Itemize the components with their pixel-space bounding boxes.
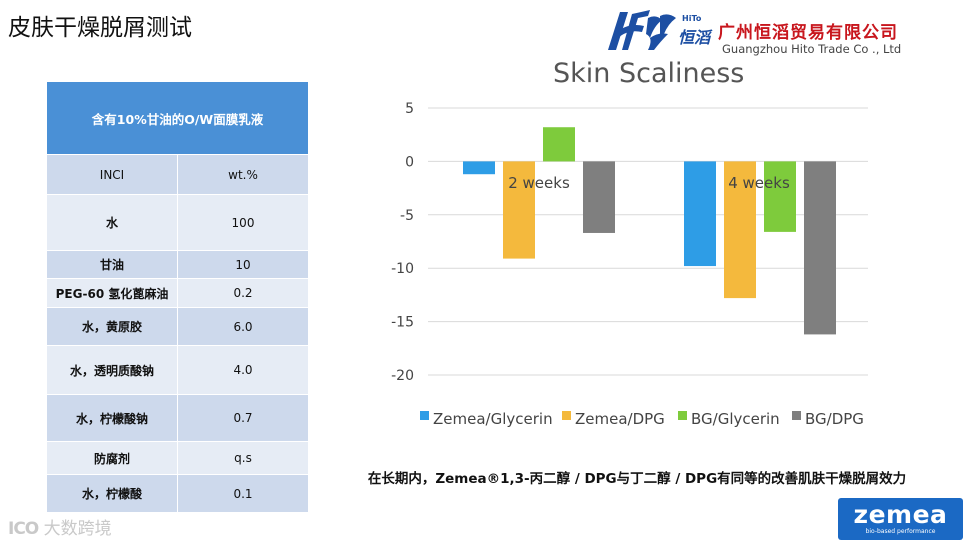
y-tick-label: 5 (405, 101, 414, 117)
y-tick-label: -10 (391, 261, 414, 277)
bar-zemea-glycerin (684, 161, 716, 267)
category-label: 4 weeks (728, 174, 790, 192)
table-header-row: 含有10%甘油的O/W面膜乳液 (46, 81, 309, 155)
zemea-logo: zemea bio-based performance (838, 498, 963, 540)
y-tick-label: -15 (391, 315, 414, 331)
watermark-icon: ICO (8, 519, 39, 539)
table-cell-inci: 水，柠檬酸 (46, 474, 178, 513)
table-cell-inci: 水，柠檬酸钠 (46, 394, 178, 442)
table-cell-inci: 防腐剂 (46, 441, 178, 475)
caption: 在长期内，Zemea®1,3-丙二醇 / DPG与丁二醇 / DPG有同等的改善… (367, 471, 907, 487)
table-cell-wt: 6.0 (177, 307, 309, 346)
watermark-text: 大数跨境 (43, 519, 112, 539)
table-cell-wt: 4.0 (177, 345, 309, 395)
bar-bg-dpg (583, 161, 615, 233)
bar-zemea-dpg (503, 161, 535, 259)
legend-swatch (562, 411, 571, 420)
table-cell-wt: 0.1 (177, 474, 309, 513)
logo-hito-text: HiTo (682, 14, 702, 23)
table-row: 防腐剂 q.s (46, 441, 309, 475)
chart-title: Skin Scaliness (553, 58, 745, 89)
hito-logo-icon (608, 10, 676, 50)
bar-zemea-dpg (724, 161, 756, 299)
legend-label: BG/Glycerin (691, 410, 780, 428)
formula-table: 含有10%甘油的O/W面膜乳液 INCI wt.% 水 100 甘油 10 PE… (46, 81, 309, 513)
table-row: 甘油 10 (46, 250, 309, 279)
table-cell-inci: PEG-60 氢化蓖麻油 (46, 278, 178, 308)
page-title: 皮肤干燥脱屑测试 (8, 15, 192, 41)
bar-bg-glycerin (543, 127, 575, 162)
table-cell-inci: 水，黄原胶 (46, 307, 178, 346)
table-cell-inci: 甘油 (46, 250, 178, 279)
zemea-logo-tagline: bio-based performance (865, 528, 936, 535)
table-cell-inci: 水 (46, 194, 178, 251)
company-name-en: Guangzhou Hito Trade Co ., Ltd (722, 42, 902, 56)
table-cell-wt: 10 (177, 250, 309, 279)
company-name-cn: 广州恒滔贸易有限公司 (718, 23, 898, 43)
table-row: 水，柠檬酸 0.1 (46, 474, 309, 513)
table-row: 水，黄原胶 6.0 (46, 307, 309, 346)
y-tick-label: -5 (400, 208, 414, 224)
table-row: 水 100 (46, 194, 309, 251)
bar-bg-dpg (804, 161, 836, 335)
watermark: ICO 大数跨境 (8, 514, 112, 539)
y-tick-label: 0 (405, 154, 414, 170)
table-cell-inci: INCI (46, 154, 178, 195)
table-cell-wt: 100 (177, 194, 309, 251)
legend-label: Zemea/Glycerin (433, 410, 553, 428)
legend-swatch (420, 411, 429, 420)
table-row: INCI wt.% (46, 154, 309, 195)
table-cell-wt: 0.2 (177, 278, 309, 308)
zemea-logo-name: zemea (853, 500, 948, 529)
table-cell-wt: 0.7 (177, 394, 309, 442)
y-tick-label: -20 (391, 368, 414, 384)
table-cell-wt: wt.% (177, 154, 309, 195)
table-cell-inci: 水，透明质酸钠 (46, 345, 178, 395)
legend-swatch (792, 411, 801, 420)
table-header: 含有10%甘油的O/W面膜乳液 (46, 81, 309, 155)
legend-swatch (678, 411, 687, 420)
logo-hanzi-text: 恒滔 (678, 28, 711, 47)
table-row: 水，透明质酸钠 4.0 (46, 345, 309, 395)
category-label: 2 weeks (508, 174, 570, 192)
legend-label: Zemea/DPG (575, 410, 665, 428)
table-row: 水，柠檬酸钠 0.7 (46, 394, 309, 442)
hito-logo: HiTo 恒滔 广州恒滔贸易有限公司 Guangzhou Hito Trade … (598, 4, 938, 56)
table-cell-wt: q.s (177, 441, 309, 475)
bar-bg-glycerin (764, 161, 796, 232)
table-row: PEG-60 氢化蓖麻油 0.2 (46, 278, 309, 308)
bar-zemea-glycerin (463, 161, 495, 175)
legend-label: BG/DPG (805, 410, 864, 428)
